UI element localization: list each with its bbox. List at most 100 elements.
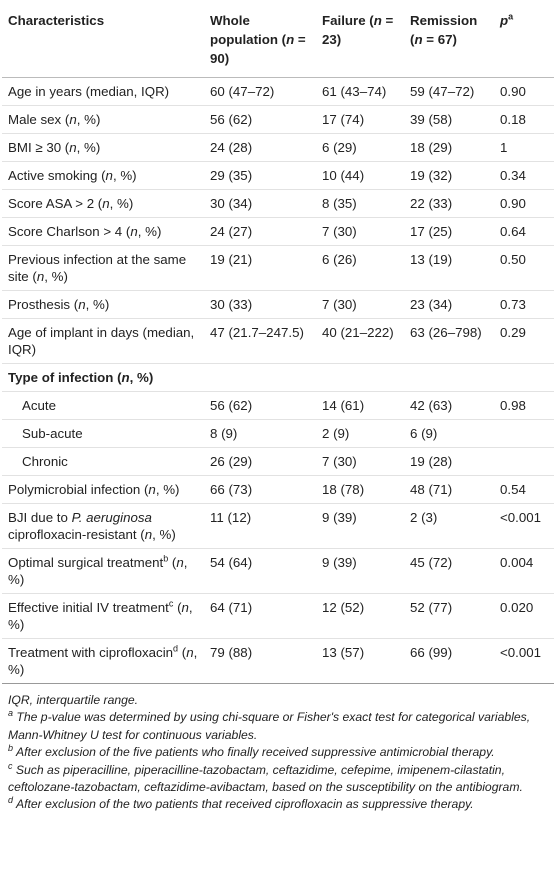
column-header: Characteristics bbox=[2, 0, 204, 78]
cell: 23 (34) bbox=[404, 290, 494, 319]
text-run: = 90) bbox=[210, 32, 306, 66]
text-run: Effective initial IV treatment bbox=[8, 600, 169, 615]
column-header: pa bbox=[494, 0, 554, 78]
table-row: Score Charlson > 4 (n, %) 24 (27) 7 (30) 17… bbox=[2, 217, 554, 246]
table-row: Optimal surgical treatmentb (n, %) 54 (64… bbox=[2, 548, 554, 594]
results-table: Characteristics Whole population (n = 90)… bbox=[2, 0, 554, 684]
text-run: ciprofloxacin-resistant ( bbox=[8, 527, 145, 542]
text-run: Remission ( bbox=[410, 13, 478, 47]
text-run: ( bbox=[168, 555, 177, 570]
text-run: = 67) bbox=[422, 32, 457, 47]
cell: 22 (33) bbox=[404, 189, 494, 218]
cell: 52 (77) bbox=[404, 593, 494, 639]
p-value: <0.001 bbox=[494, 638, 554, 684]
p-value: 0.90 bbox=[494, 189, 554, 218]
cell: 45 (72) bbox=[404, 548, 494, 594]
text-run: Optimal surgical treatment bbox=[8, 555, 164, 570]
row-label: Age in years (median, IQR) bbox=[2, 77, 204, 106]
p-value: 0.50 bbox=[494, 245, 554, 291]
p-value: 0.73 bbox=[494, 290, 554, 319]
text-run: n bbox=[130, 224, 138, 239]
cell: 2 (9) bbox=[316, 419, 404, 448]
cell: 13 (19) bbox=[404, 245, 494, 291]
text-run: , %) bbox=[76, 112, 101, 127]
cell: 10 (44) bbox=[316, 161, 404, 190]
text-run: p bbox=[500, 13, 509, 28]
cell: 63 (26–798) bbox=[404, 318, 494, 364]
p-value: 0.18 bbox=[494, 105, 554, 134]
table-row: Age of implant in days (median, IQR) 47 (… bbox=[2, 318, 554, 364]
text-run: Failure ( bbox=[322, 13, 374, 28]
text-run: Characteristics bbox=[8, 13, 105, 28]
text-run: Type of infection ( bbox=[8, 370, 122, 385]
text-run: ( bbox=[173, 600, 182, 615]
row-label: BMI ≥ 30 (n, %) bbox=[2, 133, 204, 162]
cell: 19 (28) bbox=[404, 447, 494, 476]
table-row: Treatment with ciprofloxacind (n, %) 79 (… bbox=[2, 638, 554, 684]
text-run: , %) bbox=[152, 527, 176, 542]
text-run: , %) bbox=[129, 370, 154, 385]
text-run: BJI due to bbox=[8, 510, 72, 525]
text-run: n bbox=[148, 482, 156, 497]
p-value: 1 bbox=[494, 133, 554, 162]
cell: 18 (78) bbox=[316, 475, 404, 504]
cell: 61 (43–74) bbox=[316, 77, 404, 106]
cell: 66 (73) bbox=[204, 475, 316, 504]
footnote: a The p-value was determined by using ch… bbox=[8, 709, 550, 744]
text-run: After exclusion of the five patients who… bbox=[13, 745, 495, 760]
cell: 26 (29) bbox=[204, 447, 316, 476]
row-label: Polymicrobial infection (n, %) bbox=[2, 475, 204, 504]
p-value: 0.98 bbox=[494, 391, 554, 420]
cell: 7 (30) bbox=[316, 447, 404, 476]
table-row: Prosthesis (n, %) 30 (33) 7 (30) 23 (34) 0.7… bbox=[2, 290, 554, 319]
text-run: , %) bbox=[8, 600, 193, 632]
cell: 7 (30) bbox=[316, 290, 404, 319]
text-run: , %) bbox=[137, 224, 162, 239]
cell: 40 (21–222) bbox=[316, 318, 404, 364]
cell: 9 (39) bbox=[316, 548, 404, 594]
table-row: Sub-acute 8 (9) 2 (9) 6 (9) bbox=[2, 419, 554, 448]
cell: 8 (35) bbox=[316, 189, 404, 218]
table-body: Age in years (median, IQR) 60 (47–72) 61 (… bbox=[2, 77, 554, 684]
section-row: Type of infection (n, %) bbox=[2, 363, 554, 392]
cell: 79 (88) bbox=[204, 638, 316, 684]
text-run: Sub-acute bbox=[22, 426, 83, 441]
row-label: Acute bbox=[2, 391, 204, 420]
row-label: Male sex (n, %) bbox=[2, 105, 204, 134]
column-header: Whole population (n = 90) bbox=[204, 0, 316, 78]
row-label: BJI due to P. aeruginosa ciprofloxacin-r… bbox=[2, 503, 204, 549]
row-label: Chronic bbox=[2, 447, 204, 476]
text-run: Treatment with ciprofloxacin bbox=[8, 645, 174, 660]
row-label: Sub-acute bbox=[2, 419, 204, 448]
row-label: Prosthesis (n, %) bbox=[2, 290, 204, 319]
text-run: , %) bbox=[112, 168, 137, 183]
cell: 11 (12) bbox=[204, 503, 316, 549]
p-value bbox=[494, 419, 554, 448]
cell: 47 (21.7–247.5) bbox=[204, 318, 316, 364]
table-row: Polymicrobial infection (n, %) 66 (73) 18 … bbox=[2, 475, 554, 504]
text-run: The p-value was determined by using chi-… bbox=[8, 710, 531, 742]
table-row: Acute 56 (62) 14 (61) 42 (63) 0.98 bbox=[2, 391, 554, 420]
table-row: BJI due to P. aeruginosa ciprofloxacin-r… bbox=[2, 503, 554, 549]
text-run: Score Charlson > 4 ( bbox=[8, 224, 131, 239]
text-run: n bbox=[78, 297, 86, 312]
cell: 59 (47–72) bbox=[404, 77, 494, 106]
table-row: BMI ≥ 30 (n, %) 24 (28) 6 (29) 18 (29) 1 bbox=[2, 133, 554, 162]
cell: 8 (9) bbox=[204, 419, 316, 448]
cell: 54 (64) bbox=[204, 548, 316, 594]
column-header: Failure (n = 23) bbox=[316, 0, 404, 78]
table-row: Male sex (n, %) 56 (62) 17 (74) 39 (58) 0.18 bbox=[2, 105, 554, 134]
superscript: d bbox=[8, 795, 14, 806]
text-run: , %) bbox=[8, 555, 188, 587]
cell: 12 (52) bbox=[316, 593, 404, 639]
row-label: Score ASA > 2 (n, %) bbox=[2, 189, 204, 218]
text-run: , %) bbox=[155, 482, 180, 497]
text-run: BMI ≥ 30 ( bbox=[8, 140, 70, 155]
cell: 56 (62) bbox=[204, 391, 316, 420]
table-row: Age in years (median, IQR) 60 (47–72) 61 (… bbox=[2, 77, 554, 106]
table-row: Previous infection at the same site (n, … bbox=[2, 245, 554, 291]
footnote: IQR, interquartile range. bbox=[8, 692, 550, 709]
cell: 6 (9) bbox=[404, 419, 494, 448]
column-header: Remission (n = 67) bbox=[404, 0, 494, 78]
text-run: n bbox=[69, 112, 77, 127]
